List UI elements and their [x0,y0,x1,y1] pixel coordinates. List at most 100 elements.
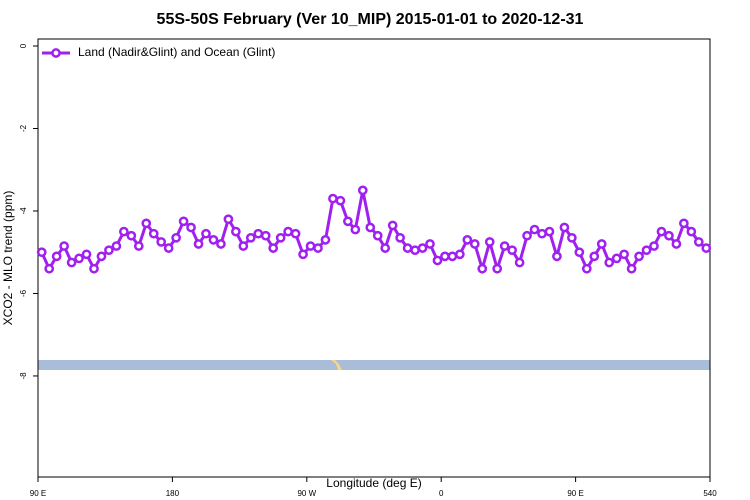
x-tick-label: 90 E [567,489,583,498]
data-point [634,251,644,262]
data-point [469,239,480,249]
x-tick-label: 90 W [297,489,316,498]
data-point [596,239,607,249]
data-point [253,228,264,239]
data-point [432,255,443,266]
legend-marker [51,48,61,58]
data-point [238,241,249,251]
data-point [619,249,629,260]
data-point [529,224,540,235]
data-point [440,251,450,262]
data-point [447,251,458,262]
data-point [402,243,413,253]
data-point [305,241,316,251]
data-point [163,243,174,253]
data-point [44,263,55,274]
data-point [201,228,211,239]
data-point [507,245,517,256]
data-point [133,241,144,251]
data-point [51,251,62,262]
data-point [335,195,346,206]
data-point [604,257,615,268]
data-point [656,226,667,237]
x-axis-label: Longitude (deg E) [326,476,421,490]
data-point [537,228,547,239]
x-tick-label: 540 [703,489,717,498]
data-point [260,230,271,241]
data-point [589,251,600,262]
data-point [425,239,435,249]
data-point [626,263,637,274]
land-band [38,360,710,370]
plot-frame [37,38,711,478]
x-tick-label: 180 [166,489,180,498]
data-point [499,241,510,251]
data-point [417,243,428,253]
data-point [104,245,114,256]
data-point [492,263,503,274]
data-point [148,228,159,239]
data-point [567,232,577,243]
data-point [126,230,137,241]
data-point [649,241,659,251]
data-point [581,263,592,274]
data-point [679,218,689,229]
data-point [313,243,323,253]
data-point [193,239,204,249]
data-point [455,249,465,260]
y-tick-label: -6 [19,289,28,297]
data-point [66,257,77,268]
data-point [514,257,525,268]
data-point [74,253,84,264]
y-tick-label: -4 [19,207,28,215]
data-point [552,251,562,262]
data-point [298,249,308,260]
data-point [387,220,398,231]
data-point [395,232,405,243]
data-point [81,249,92,260]
data-point [216,239,226,249]
y-axis-label: XCO2 - MLO trend (ppm) [1,191,15,326]
data-point [290,228,301,239]
data-point [380,243,391,253]
data-point [245,232,256,243]
data-point [111,241,122,251]
data-point [171,232,181,243]
data-point [559,222,570,233]
data-point [372,230,383,241]
data-point [119,226,129,237]
data-point [671,239,682,249]
data-point [320,235,331,245]
data-point [350,224,361,235]
y-tick-label: -8 [19,372,28,380]
data-point [574,247,585,258]
data-point [522,230,532,241]
y-tick-label: -2 [19,124,28,132]
data-point [328,193,338,204]
data-point [178,216,189,227]
data-point [343,216,353,227]
x-tick-label: 90 E [30,489,46,498]
data-point [89,263,99,274]
data-point [268,243,279,253]
data-point [686,226,697,237]
data-point [36,247,47,258]
data-point [59,241,69,251]
y-tick-label: 0 [19,43,28,48]
data-point [693,237,704,247]
data-point [484,237,495,247]
data-point [223,214,234,225]
data-point [544,226,555,237]
data-point [186,222,196,233]
data-point [462,235,473,245]
data-point [208,235,219,245]
data-point [611,253,622,264]
data-point [96,251,107,262]
data-point [365,222,376,233]
data-point [357,185,368,196]
data-point [477,263,488,274]
data-point [231,226,241,237]
legend-label: Land (Nadir&Glint) and Ocean (Glint) [78,45,275,59]
data-point [410,245,420,256]
